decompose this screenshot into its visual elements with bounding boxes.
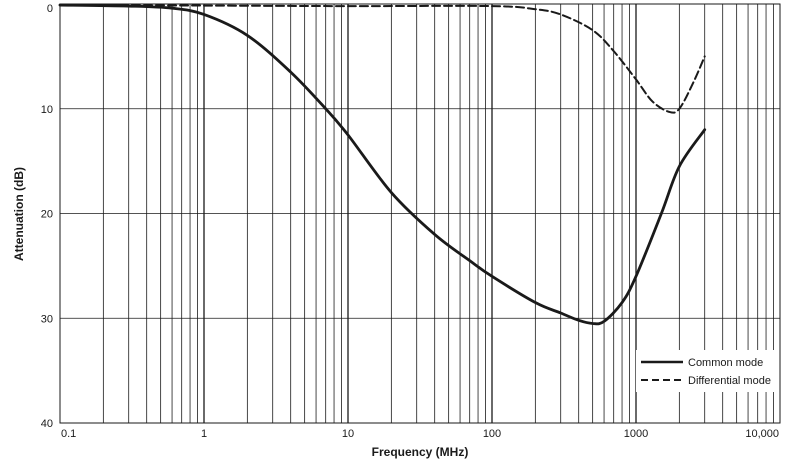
y-axis-title: Attenuation (dB): [12, 167, 26, 261]
legend-box: [636, 350, 776, 392]
legend-label-common-mode: Common mode: [688, 357, 763, 369]
plot-frame: [59, 3, 781, 424]
x-tick-label: 1000: [624, 428, 648, 440]
x-axis-title: Frequency (MHz): [372, 445, 469, 459]
y-tick-label: 0: [47, 3, 53, 15]
y-tick-label: 10: [41, 104, 53, 116]
y-tick-label: 20: [41, 209, 53, 221]
x-tick-label: 10: [342, 428, 354, 440]
y-axis-tick-labels: 0 10 20 30 40: [41, 3, 53, 430]
y-tick-label: 30: [41, 313, 53, 325]
x-tick-label: 0.1: [61, 428, 76, 440]
legend-label-differential-mode: Differential mode: [688, 375, 771, 387]
x-tick-label: 100: [483, 428, 501, 440]
legend: Common mode Differential mode: [636, 350, 776, 392]
y-tick-label: 40: [41, 418, 53, 430]
x-tick-label: 10,000: [745, 428, 779, 440]
series-line-differential-mode: [59, 4, 706, 114]
series-layer: [58, 3, 707, 326]
series-line-common-mode: [58, 3, 707, 326]
x-tick-label: 1: [201, 428, 207, 440]
x-axis-tick-labels: 0.1 1 10 100 1000 10,000: [61, 428, 779, 440]
